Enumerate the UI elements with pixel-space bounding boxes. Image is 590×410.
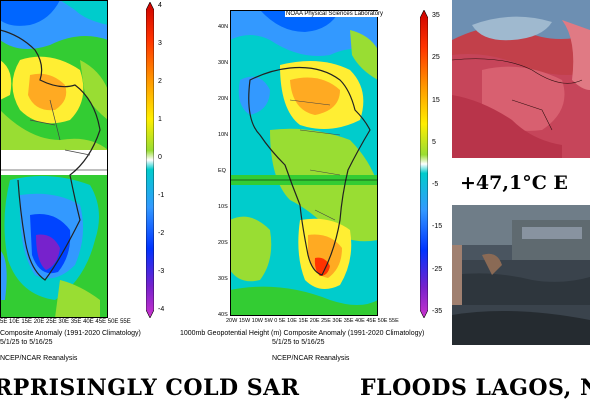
- center-map-source: NCEP/NCAR Reanalysis: [272, 355, 350, 362]
- center-colorbar-tick: -15: [432, 223, 443, 231]
- center-colorbar-tick: 15: [432, 96, 440, 104]
- left-colorbar-tick: 3: [158, 40, 162, 47]
- left-colorbar-tick: 4: [158, 2, 162, 9]
- center-map-latitude-label: 10S: [218, 204, 228, 210]
- center-colorbar-tick: -35: [432, 308, 443, 315]
- left-map-longitudes: 5E 10E 15E 20E 25E 30E 35E 40E 45E 50E 5…: [0, 319, 131, 325]
- temperature-headline: +47,1°C E: [460, 172, 568, 194]
- center-colorbar-tick: -5: [432, 181, 439, 189]
- left-colorbar-tick: -2: [158, 230, 165, 237]
- center-map-latitude-label: 20S: [218, 240, 228, 246]
- center-colorbar-tick: 35: [432, 12, 440, 19]
- center-colorbar-tick: -25: [432, 265, 443, 273]
- center-map-latitude-label: 20N: [218, 96, 229, 102]
- flood-photo: [452, 205, 590, 345]
- left-colorbar-graphic: [145, 1, 155, 319]
- center-map-latitude-label: 40N: [218, 24, 229, 30]
- heat-map-graphic: [452, 0, 590, 158]
- center-map-latitude-label: 10N: [218, 132, 229, 138]
- left-map-graphic: [0, 0, 108, 318]
- left-map-caption-line2: 5/1/25 to 5/16/25: [0, 339, 53, 346]
- center-map-longitudes: 20W 15W 10W 5W 0 5E 10E 15E 20E 25E 30E …: [226, 318, 399, 324]
- left-map-source: NCEP/NCAR Reanalysis: [0, 355, 78, 362]
- left-colorbar-tick: 2: [158, 78, 162, 85]
- left-colorbar-tick: -1: [158, 192, 165, 199]
- left-colorbar-tick: -3: [158, 268, 165, 275]
- left-anomaly-map: [0, 0, 108, 318]
- center-map-header: NOAA Physical Sciences Laboratory: [285, 11, 385, 17]
- left-colorbar-tick: 1: [158, 116, 162, 123]
- heat-map-photo: [452, 0, 590, 158]
- center-map-latitude-label: 30S: [218, 276, 228, 282]
- center-colorbar-tick: 25: [432, 54, 440, 62]
- left-colorbar-tick: 0: [158, 154, 162, 161]
- center-colorbar-tick: 5: [432, 138, 436, 146]
- center-map-latitude-label: 40S: [218, 312, 228, 318]
- center-colorbar: [419, 9, 429, 319]
- flood-photo-graphic: [452, 205, 590, 345]
- center-map-latitude-label: 30N: [218, 60, 229, 66]
- center-map-caption-line1: 1000mb Geopotential Height (m) Composite…: [180, 330, 425, 337]
- headline-floods-lagos: FLOODS LAGOS, N: [360, 375, 590, 401]
- center-colorbar-graphic: [419, 9, 429, 319]
- headline-cold-south-africa: RPRISINGLY COLD SAR: [0, 375, 300, 401]
- left-colorbar: [145, 1, 155, 319]
- center-anomaly-map: [230, 10, 378, 316]
- center-map-caption-line2: 5/1/25 to 5/16/25: [272, 339, 325, 346]
- left-map-caption-line1: Composite Anomaly (1991-2020 Climatology…: [0, 330, 141, 337]
- left-colorbar-tick: -4: [158, 306, 165, 313]
- center-map-graphic: [230, 10, 378, 316]
- center-map-latitude-label: EQ: [218, 168, 226, 174]
